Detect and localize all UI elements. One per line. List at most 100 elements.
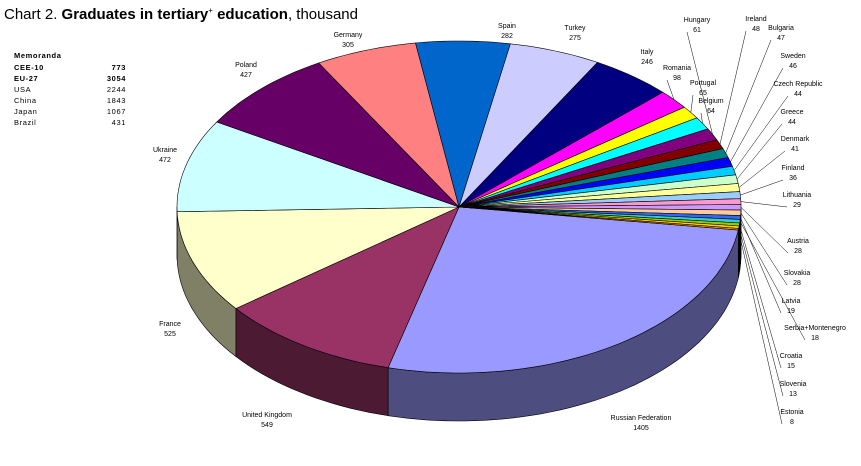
pie-slice-germany xyxy=(318,42,460,209)
slice-label-value: 549 xyxy=(261,422,273,429)
slice-label-value: 61 xyxy=(693,27,701,34)
slice-label-value: 46 xyxy=(789,63,797,70)
memoranda-row: China 1843 xyxy=(14,96,126,107)
slice-label-value: 98 xyxy=(673,75,681,82)
leader-lines xyxy=(666,30,806,425)
slice-label-name: Romania xyxy=(663,65,691,72)
memoranda-row-value: 3054 xyxy=(106,74,126,83)
leader-line xyxy=(738,227,784,397)
memoranda-row-value: 431 xyxy=(111,118,126,127)
slice-label-value: 28 xyxy=(793,280,801,287)
pie-slice-united-kingdom xyxy=(235,206,460,369)
slice-label-value: 13 xyxy=(789,391,797,398)
slice-label-name: United Kingdom xyxy=(242,412,292,419)
slice-label-name: Ireland xyxy=(745,16,767,23)
slice-label-name: Czech Republic xyxy=(773,81,823,88)
leader-line xyxy=(740,207,789,254)
slice-label-name: Croatia xyxy=(780,353,803,360)
slice-label-name: France xyxy=(159,321,181,328)
slice-label-name: Slovakia xyxy=(784,270,811,277)
pie-labels: Russian Federation 1405 United Kingdom 549 F… xyxy=(153,16,846,432)
slice-label-name: Slovenia xyxy=(780,381,807,388)
pie-slice-russian-federation xyxy=(387,206,739,374)
slice-label-value: 8 xyxy=(790,419,794,426)
slice-label-value: 48 xyxy=(752,26,760,33)
slice-label-name: Denmark xyxy=(781,136,810,143)
slice-label-value: 427 xyxy=(240,72,252,79)
slice-label-name: Finland xyxy=(782,165,805,172)
slice-label-name: Germany xyxy=(334,32,363,39)
leader-line xyxy=(686,31,713,135)
leader-line xyxy=(740,201,788,208)
leader-line xyxy=(690,94,694,113)
leader-line xyxy=(740,217,782,314)
slice-label-value: 18 xyxy=(811,335,819,342)
memoranda-header: Memoranda xyxy=(14,51,62,60)
memoranda-table: Memoranda CEE-10 773 EU-27 3054 USA 2244 Ch… xyxy=(14,51,126,129)
slice-label-name: Spain xyxy=(498,23,516,30)
slice-label-name: Hungary xyxy=(684,17,711,24)
slice-label-value: 472 xyxy=(159,157,171,164)
slice-label-name: Latvia xyxy=(782,298,801,305)
pie-side-walls xyxy=(176,207,742,422)
memoranda-row-name: China xyxy=(14,96,37,105)
slice-label-name: Lithuania xyxy=(783,192,812,199)
slice-label-name: Estonia xyxy=(780,409,803,416)
slice-label-name: Belgium xyxy=(698,98,723,105)
slice-label-name: Portugal xyxy=(690,80,717,87)
pie-slice-france xyxy=(176,206,460,309)
leader-line xyxy=(740,212,788,286)
slice-label-value: 41 xyxy=(791,146,799,153)
slice-label-value: 525 xyxy=(164,331,176,338)
pie-slice-turkey xyxy=(458,43,599,208)
slice-label-name: Poland xyxy=(235,62,257,69)
leader-line xyxy=(736,123,783,180)
slice-label-name: Greece xyxy=(781,109,804,116)
slice-label-value: 305 xyxy=(342,42,354,49)
memoranda-row-value: 2244 xyxy=(106,85,126,94)
slice-label-value: 44 xyxy=(788,119,796,126)
slice-label-value: 275 xyxy=(569,35,581,42)
slice-label-name: Austria xyxy=(787,238,809,245)
pie-top xyxy=(176,40,742,374)
leader-line xyxy=(700,112,703,124)
memoranda-row-value: 773 xyxy=(111,63,126,72)
slice-label-name: Italy xyxy=(641,49,654,56)
slice-label-value: 246 xyxy=(641,59,653,66)
leader-line xyxy=(666,79,675,100)
slice-label-value: 65 xyxy=(699,90,707,97)
slice-label-value: 44 xyxy=(794,91,802,98)
slice-label-value: 1405 xyxy=(633,425,649,432)
slice-label-value: 36 xyxy=(789,175,797,182)
slice-label-value: 15 xyxy=(787,363,795,370)
leader-line xyxy=(738,150,786,188)
leader-line xyxy=(740,179,784,196)
slice-label-name: Sweden xyxy=(780,53,805,60)
memoranda-row: Japan 1067 xyxy=(14,107,126,118)
pie-slice-italy xyxy=(458,62,664,208)
chart-title: Chart 2. Graduates in tertiary+ educatio… xyxy=(4,6,358,23)
memoranda-row-name: Brazil xyxy=(14,118,37,127)
pie-slice-ukraine xyxy=(176,121,460,213)
slice-label-value: 47 xyxy=(777,35,785,42)
memoranda-row-name: CEE-10 xyxy=(14,63,44,72)
slice-label-value: 282 xyxy=(501,33,513,40)
leader-line xyxy=(739,221,806,341)
leader-line xyxy=(739,224,782,369)
leader-line xyxy=(719,30,747,145)
leader-line xyxy=(725,39,772,154)
pie-slice-poland xyxy=(216,62,460,208)
memoranda-row: CEE-10 773 xyxy=(14,63,126,74)
memoranda-row-name: USA xyxy=(14,85,32,94)
slice-label-name: Ukraine xyxy=(153,147,177,154)
pie-slice-spain xyxy=(415,40,511,209)
slice-label-value: 28 xyxy=(794,248,802,255)
slice-label-value: 64 xyxy=(707,108,715,115)
memoranda-row-name: EU-27 xyxy=(14,74,39,83)
leader-line xyxy=(738,229,783,425)
memoranda-row: Brazil 431 xyxy=(14,118,126,129)
memoranda-row-name: Japan xyxy=(14,107,38,116)
leader-line xyxy=(733,95,789,171)
leader-line xyxy=(730,67,784,163)
